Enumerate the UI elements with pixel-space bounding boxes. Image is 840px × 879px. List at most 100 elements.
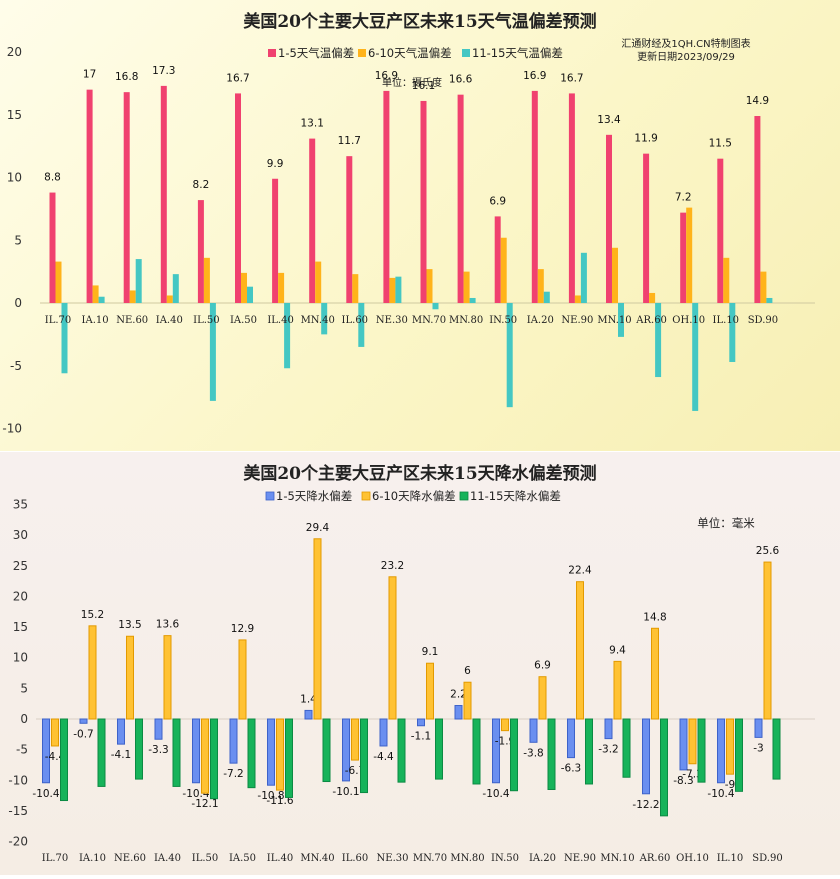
data-label: 11.9	[634, 133, 657, 145]
x-tick-label: IA.20	[529, 853, 556, 864]
bar	[568, 93, 575, 303]
bar	[426, 662, 434, 720]
bar	[679, 718, 688, 771]
bar	[463, 271, 470, 303]
bar	[612, 247, 618, 303]
data-label: 13.4	[597, 114, 621, 126]
precipitation-chart: 美国20个主要大豆产区未来15天降水偏差预测 1-5天降水偏差 6-10天降水偏差 1…	[8, 463, 815, 864]
x-tick-label: IL.50	[193, 315, 220, 326]
bar	[51, 718, 59, 747]
bar	[397, 718, 406, 783]
legend-swatch	[265, 491, 275, 501]
x-tick-label: IN.50	[489, 315, 517, 326]
bar	[172, 718, 181, 787]
bar	[604, 718, 613, 740]
legend-swatch	[358, 49, 366, 57]
bar	[660, 718, 668, 817]
bar	[567, 718, 575, 759]
y-tick-label: 20	[7, 45, 22, 59]
x-tick-label: MN.40	[301, 315, 335, 326]
data-label: -12.2	[632, 799, 659, 811]
y-tick-label: 15	[13, 620, 28, 634]
update-date-note: 更新日期2023/09/29	[637, 50, 735, 63]
bar	[606, 134, 612, 303]
y-tick-label: 5	[20, 681, 28, 695]
bar	[172, 274, 179, 303]
data-label: 29.4	[306, 522, 330, 534]
bar	[241, 272, 247, 303]
data-label: 11.7	[338, 135, 361, 147]
bar	[163, 635, 172, 720]
bar	[135, 718, 143, 780]
data-label: 1.4	[300, 693, 317, 705]
data-label: -4.1	[111, 749, 132, 761]
data-label: 9.4	[609, 644, 626, 656]
data-label: -10.4	[482, 788, 509, 800]
bar	[126, 635, 134, 720]
x-tick-label: SD.90	[752, 853, 782, 864]
x-tick-label: IA.50	[230, 315, 257, 326]
data-label: -10.4	[707, 788, 734, 800]
x-tick-label: IL.40	[267, 853, 294, 864]
bar	[197, 200, 204, 303]
x-tick-label: IL.60	[342, 315, 369, 326]
bar	[697, 718, 706, 783]
bar	[154, 718, 163, 740]
bar	[379, 718, 388, 747]
data-label: -7.2	[223, 768, 244, 780]
bar	[651, 627, 659, 720]
bar	[622, 718, 631, 778]
bar	[613, 660, 622, 720]
data-label: -10.8	[257, 790, 284, 802]
data-label: 16.8	[115, 71, 138, 83]
bar	[717, 718, 725, 784]
data-label: 16.7	[560, 72, 583, 84]
x-tick-label: IA.10	[79, 853, 106, 864]
y-tick-label: 35	[13, 497, 28, 511]
data-label: 16.9	[523, 70, 546, 82]
y-tick-label: 25	[13, 559, 28, 573]
bar	[537, 269, 544, 303]
bar	[201, 718, 209, 794]
bar	[360, 718, 368, 794]
data-label: 16.9	[375, 70, 398, 82]
y-tick-label: -5	[10, 359, 22, 373]
bar	[60, 718, 68, 802]
bar	[276, 718, 284, 791]
data-label: 25.6	[756, 545, 780, 557]
bar	[655, 303, 662, 378]
data-label: -12.1	[191, 798, 218, 810]
legend-label: 6-10天降水偏差	[372, 489, 456, 503]
data-label: -9	[725, 779, 735, 791]
bar	[642, 718, 650, 795]
bar	[494, 216, 501, 303]
bar	[49, 192, 56, 303]
data-label: -4.4	[373, 751, 394, 763]
bar	[500, 237, 507, 303]
bar	[267, 718, 275, 786]
x-tick-label: IL.70	[45, 315, 72, 326]
y-tick-label: -10	[2, 422, 22, 436]
bar	[680, 212, 687, 303]
data-label: -1.1	[411, 731, 432, 743]
legend-swatch	[459, 491, 469, 501]
data-label: -11.6	[266, 795, 293, 807]
bar	[763, 561, 772, 720]
data-label: 22.4	[568, 565, 592, 577]
data-label: 6.9	[534, 660, 551, 672]
x-tick-label: NE.60	[116, 315, 148, 326]
legend-label: 6-10天气温偏差	[368, 46, 452, 60]
bar	[417, 718, 425, 727]
bar	[135, 259, 142, 303]
legend-label: 1-5天气温偏差	[278, 46, 354, 60]
data-label: 11.5	[709, 138, 732, 150]
bar	[309, 138, 316, 303]
y-tick-label: 10	[13, 651, 28, 665]
data-label: 13.1	[301, 118, 324, 130]
bar	[618, 303, 624, 337]
data-label: -3.8	[523, 747, 544, 759]
y-tick-label: -15	[8, 804, 28, 818]
data-label: 17.3	[152, 65, 175, 77]
bar	[55, 261, 62, 303]
bar	[160, 85, 167, 303]
